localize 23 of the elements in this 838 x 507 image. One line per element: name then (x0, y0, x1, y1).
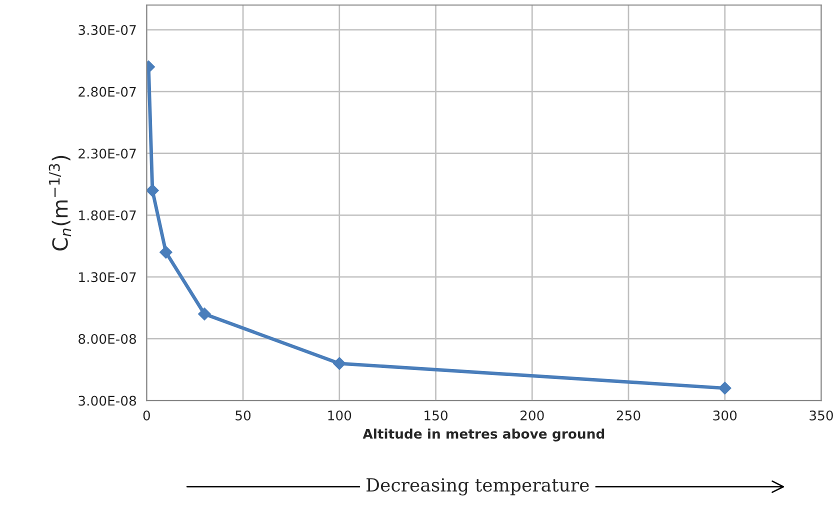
y-tick-label: 2.30E-07 (78, 148, 136, 159)
point (146, 184, 159, 197)
point (332, 357, 346, 370)
x-tick-label: 300 (713, 410, 737, 420)
y-axis-title: C$_{n}$(m$^{−1/3}$) (48, 156, 72, 250)
y-tick-label: 1.30E-07 (79, 272, 136, 282)
y-tick-label: 3.30E-07 (78, 25, 136, 35)
text: Decreasing temperature (366, 478, 589, 496)
x-tick-label: 50 (236, 410, 251, 420)
x-axis-title: Altitude in metres above ground (362, 428, 604, 442)
y-tick-label: 3.00E-08 (78, 396, 136, 406)
x-tick-label: 200 (520, 410, 544, 420)
point (160, 246, 172, 259)
y-tick-label: 2.80E-07 (78, 86, 136, 97)
point (198, 308, 211, 320)
x-tick-label: 0 (143, 410, 150, 420)
x-tick-label: 250 (616, 410, 640, 420)
x-tick-label: 350 (810, 410, 833, 420)
y-tick-label: 8.00E-08 (78, 334, 136, 344)
y-tick-label: 1.80E-07 (79, 210, 136, 220)
x-tick-label: 100 (328, 410, 352, 420)
point (718, 382, 732, 395)
x-tick-label: 150 (424, 410, 448, 420)
